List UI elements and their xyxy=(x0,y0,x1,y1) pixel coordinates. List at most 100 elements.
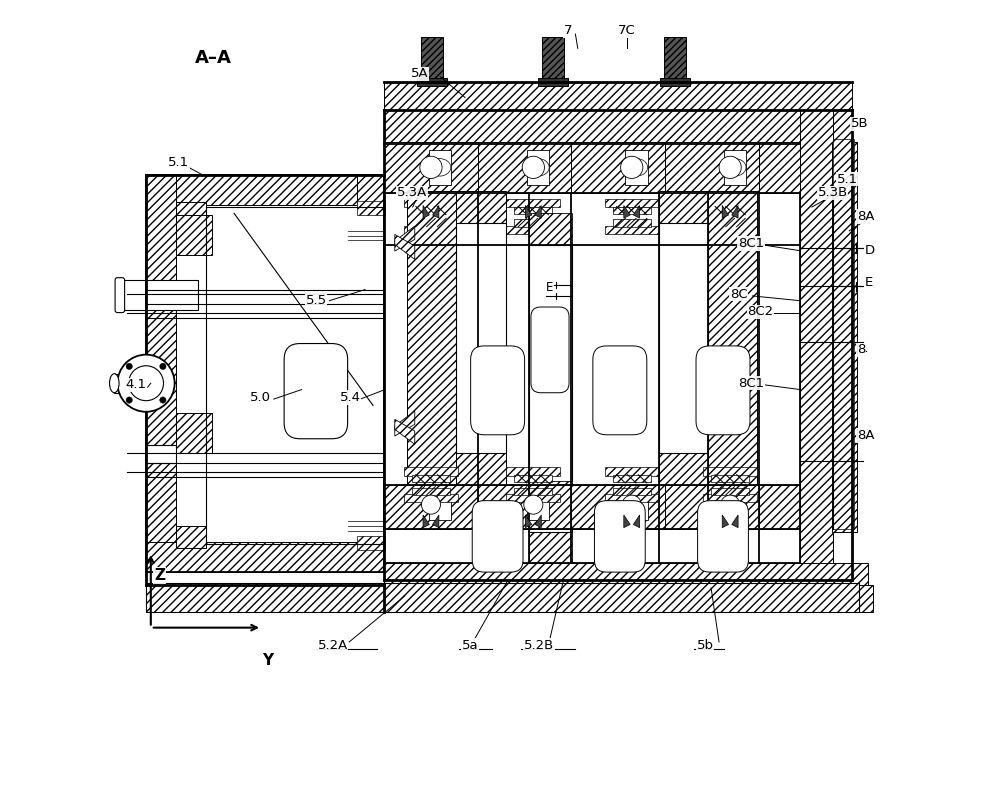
Bar xyxy=(613,475,651,483)
Text: Y: Y xyxy=(262,653,273,669)
Polygon shape xyxy=(395,419,415,444)
Bar xyxy=(146,584,859,612)
Bar xyxy=(703,467,757,475)
Bar xyxy=(665,142,759,192)
Text: 8: 8 xyxy=(857,343,866,356)
Bar xyxy=(384,82,852,112)
Bar xyxy=(664,37,686,83)
Circle shape xyxy=(160,397,166,403)
Polygon shape xyxy=(423,205,429,218)
Bar xyxy=(665,485,759,529)
Bar xyxy=(529,213,572,245)
Bar xyxy=(708,191,757,489)
Ellipse shape xyxy=(527,159,549,176)
Text: 7C: 7C xyxy=(617,25,635,37)
Bar xyxy=(514,219,552,227)
Bar xyxy=(412,207,450,215)
Bar xyxy=(384,485,478,529)
Circle shape xyxy=(420,157,442,178)
Bar xyxy=(506,494,560,502)
Polygon shape xyxy=(633,205,640,218)
Bar xyxy=(711,487,749,495)
Text: 5B: 5B xyxy=(851,117,868,130)
Text: D: D xyxy=(865,244,875,257)
FancyBboxPatch shape xyxy=(115,277,125,312)
Text: 7: 7 xyxy=(563,25,572,37)
Bar xyxy=(146,287,176,304)
Text: 5.5: 5.5 xyxy=(306,294,327,307)
Bar xyxy=(119,280,198,310)
FancyBboxPatch shape xyxy=(696,346,750,435)
Circle shape xyxy=(421,495,440,514)
Bar xyxy=(114,374,162,393)
Polygon shape xyxy=(423,515,429,528)
Ellipse shape xyxy=(110,374,119,393)
Circle shape xyxy=(160,363,166,370)
Bar xyxy=(506,226,560,234)
Bar xyxy=(625,150,648,184)
Bar xyxy=(832,142,857,533)
Ellipse shape xyxy=(429,159,451,176)
Bar xyxy=(659,191,708,489)
Polygon shape xyxy=(732,515,738,528)
Bar xyxy=(538,79,568,87)
Polygon shape xyxy=(535,205,541,218)
Bar xyxy=(456,191,506,489)
Bar xyxy=(759,485,852,529)
Circle shape xyxy=(129,366,164,401)
Bar xyxy=(404,494,458,502)
Bar xyxy=(146,445,176,463)
Text: 5.4: 5.4 xyxy=(340,391,361,404)
Circle shape xyxy=(719,157,741,178)
Circle shape xyxy=(721,495,740,514)
Bar xyxy=(605,467,659,475)
Bar xyxy=(711,219,749,227)
Bar xyxy=(176,202,206,224)
Text: Z: Z xyxy=(154,568,165,583)
Bar xyxy=(176,413,212,453)
Text: E: E xyxy=(865,276,873,289)
Bar xyxy=(724,150,746,184)
Text: E: E xyxy=(546,281,553,294)
Text: 8C2: 8C2 xyxy=(748,305,774,318)
Bar xyxy=(711,207,749,215)
Bar xyxy=(542,37,564,83)
Bar xyxy=(404,467,458,475)
Bar xyxy=(711,475,749,483)
Text: 5.3A: 5.3A xyxy=(397,186,427,200)
Bar xyxy=(659,223,708,453)
Bar xyxy=(625,494,648,520)
Text: 5.0: 5.0 xyxy=(250,391,271,404)
Text: 5a: 5a xyxy=(462,638,479,652)
FancyBboxPatch shape xyxy=(284,343,348,439)
Polygon shape xyxy=(722,515,729,528)
Bar xyxy=(613,219,651,227)
FancyBboxPatch shape xyxy=(471,346,525,435)
Bar xyxy=(357,175,384,205)
Polygon shape xyxy=(624,515,630,528)
Circle shape xyxy=(524,495,543,514)
Polygon shape xyxy=(624,205,630,218)
Bar xyxy=(703,199,757,207)
Bar xyxy=(724,494,746,520)
Bar xyxy=(605,494,659,502)
Bar xyxy=(429,150,451,184)
Circle shape xyxy=(126,397,132,403)
Bar xyxy=(357,536,385,550)
Bar xyxy=(833,139,854,529)
Bar xyxy=(176,215,212,254)
Bar xyxy=(527,494,549,520)
Bar xyxy=(605,226,659,234)
Text: 8C1: 8C1 xyxy=(738,237,764,250)
Bar xyxy=(529,481,572,517)
Text: 5A: 5A xyxy=(411,68,429,80)
Bar xyxy=(407,191,456,489)
Bar xyxy=(571,485,665,529)
Bar xyxy=(146,175,384,205)
Bar xyxy=(384,111,852,144)
Text: 4.1: 4.1 xyxy=(125,378,146,391)
Bar xyxy=(514,207,552,215)
Bar xyxy=(527,150,549,184)
Ellipse shape xyxy=(625,159,648,176)
Bar xyxy=(404,226,458,234)
